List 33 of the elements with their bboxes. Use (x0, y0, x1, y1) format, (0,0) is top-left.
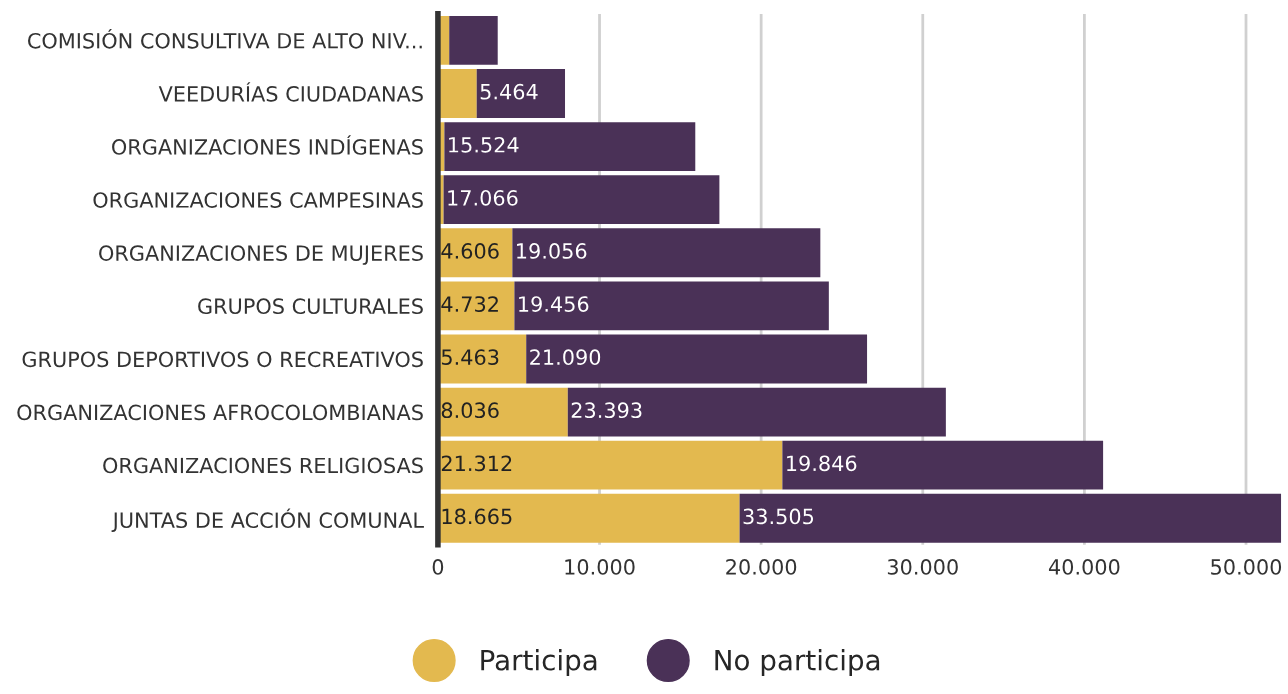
data-label: 23.393 (571, 402, 642, 419)
y-tick-label: JUNTAS DE ACCIÓN COMUNAL (111, 508, 424, 532)
data-label: 17.066 (448, 189, 518, 206)
y-tick-label: ORGANIZACIONES CAMPESINAS (93, 192, 423, 208)
x-tick-label: 50.000 (1211, 559, 1282, 575)
y-tick-label: COMISIÓN CONSULTIVA DE ALTO NIV... (28, 29, 422, 49)
x-tick-label: 20.000 (726, 559, 797, 575)
y-tick-label: ORGANIZACIONES RELIGIOSAS (103, 457, 423, 474)
data-label: 5.463 (441, 349, 499, 366)
data-label: 19.056 (517, 243, 587, 259)
data-label: 15.524 (449, 136, 519, 153)
data-label: 33.505 (743, 508, 814, 525)
data-label: 21.312 (441, 455, 512, 472)
data-label: 19.456 (519, 296, 589, 312)
y-tick-label: ORGANIZACIONES AFROCOLOMBIANAS (17, 404, 423, 421)
x-tick-label: 30.000 (887, 559, 958, 575)
data-label: 8.036 (441, 402, 499, 419)
y-tick-label: GRUPOS CULTURALES (198, 298, 423, 315)
data-label: 18.665 (442, 508, 512, 525)
y-tick-label: ORGANIZACIONES DE MUJERES (99, 245, 423, 265)
x-tick-label: 0 (432, 559, 444, 575)
y-tick-label: VEEDURÍAS CIUDADANAS (158, 82, 423, 102)
y-tick-label: GRUPOS DEPORTIVOS O RECREATIVOS (22, 351, 423, 368)
legend-label: Participa (481, 649, 597, 676)
y-tick-label: ORGANIZACIONES INDÍGENAS (112, 135, 423, 155)
x-tick-label: 40.000 (1048, 559, 1120, 575)
data-label: 4.732 (441, 296, 498, 312)
legend-label: No participa (715, 649, 880, 676)
data-label: 21.090 (530, 349, 601, 366)
data-label: 5.464 (480, 83, 538, 100)
data-label: 19.846 (787, 455, 857, 472)
data-label: 4.606 (441, 243, 499, 259)
x-tick-label: 10.000 (565, 559, 635, 575)
